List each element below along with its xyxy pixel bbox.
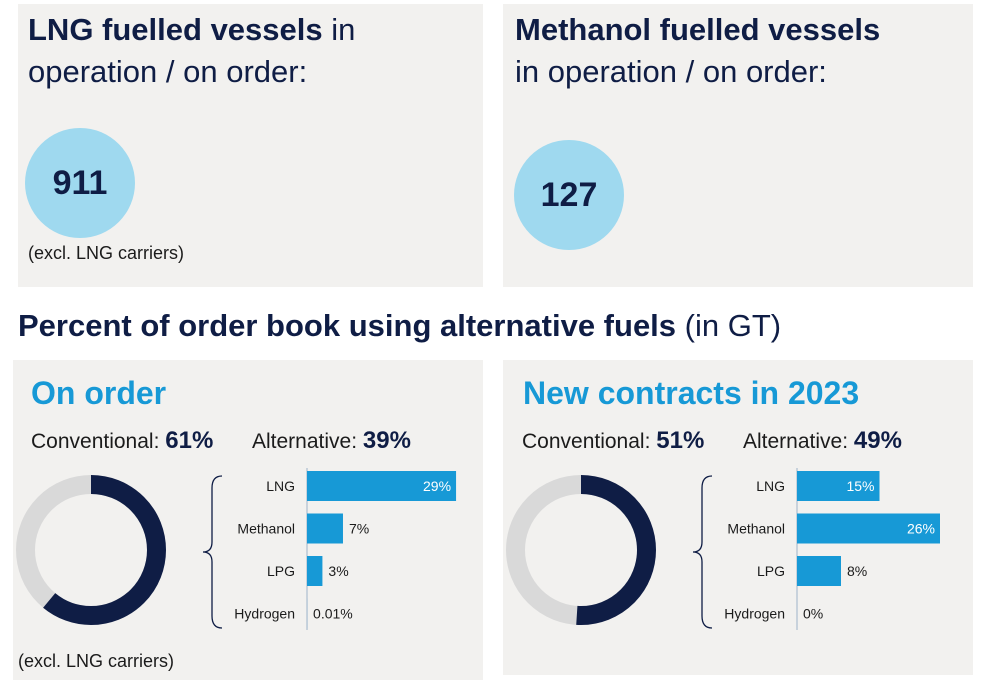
new-contracts-alternative-label: Alternative:: [743, 430, 849, 453]
new-contracts-conventional-value: 51%: [656, 427, 705, 454]
new-contracts-category-label: LPG: [757, 563, 785, 579]
new-contracts-bar: [797, 513, 940, 544]
lng-count-bubble: 911: [25, 128, 135, 238]
on-order-conventional: Conventional: 61%: [31, 427, 213, 455]
on-order-bar: [307, 556, 323, 586]
new-contracts-conventional: Conventional: 51%: [522, 427, 704, 455]
section-title: Percent of order book using alternative …: [18, 305, 781, 347]
new-contracts-conventional-label: Conventional:: [522, 430, 651, 453]
on-order-value-label: 7%: [349, 521, 369, 537]
new-contracts-bar: [797, 556, 841, 586]
on-order-panel: [13, 360, 483, 680]
on-order-value-label: 0.01%: [313, 606, 353, 622]
new-contracts-category-label: Hydrogen: [724, 606, 785, 622]
on-order-chart: LNG 29% Methanol 7% LPG 3% Hydrogen 0.01%: [16, 468, 457, 630]
on-order-brace: [202, 475, 223, 629]
new-contracts-value-label: 8%: [847, 563, 867, 579]
lng-headline: LNG fuelled vessels in operation / on or…: [28, 9, 355, 93]
lng-headline-rest-1: in: [322, 12, 356, 47]
lng-note: (excl. LNG carriers): [28, 243, 185, 263]
section-title-rest: (in GT): [676, 308, 782, 343]
new-contracts-title: New contracts in 2023: [523, 375, 860, 411]
on-order-category-label: LNG: [266, 478, 295, 494]
methanol-headline-rest: in operation / on order:: [515, 54, 827, 89]
on-order-value-label: 3%: [328, 563, 348, 579]
on-order-title: On order: [31, 375, 167, 411]
on-order-bar: [307, 513, 343, 544]
on-order-alternative-label: Alternative:: [252, 430, 358, 453]
on-order-alternative-value: 39%: [362, 427, 411, 454]
new-contracts-brace: [692, 475, 713, 629]
new-contracts-chart: LNG 15% Methanol 26% LPG 8% Hydrogen 0%: [506, 468, 940, 630]
new-contracts-value-label: 26%: [907, 521, 935, 537]
new-contracts-bar: [797, 471, 880, 501]
on-order-category-label: LPG: [267, 563, 295, 579]
new-contracts-value-label: 15%: [846, 478, 874, 494]
new-contracts-value-label: 0%: [803, 606, 823, 622]
on-order-value-label: 29%: [423, 478, 451, 494]
new-contracts-alternative-value: 49%: [853, 427, 902, 454]
new-contracts-category-label: Methanol: [727, 521, 785, 537]
lng-headline-rest-2: operation / on order:: [28, 54, 308, 89]
methanol-headline: Methanol fuelled vessels in operation / …: [515, 9, 880, 93]
section-title-bold: Percent of order book using alternative …: [18, 308, 677, 343]
on-order-conventional-label: Conventional:: [31, 430, 160, 453]
on-order-conventional-value: 61%: [165, 427, 214, 454]
on-order-category-label: Hydrogen: [234, 606, 295, 622]
on-order-note: (excl. LNG carriers): [18, 651, 175, 671]
methanol-headline-bold: Methanol fuelled vessels: [515, 12, 881, 47]
new-contracts-category-label: LNG: [756, 478, 785, 494]
on-order-category-label: Methanol: [237, 521, 295, 537]
new-contracts-donut-alternative-segment: [506, 475, 656, 625]
on-order-bar: [307, 471, 457, 501]
on-order-donut-alternative-segment: [16, 475, 166, 625]
new-contracts-alternative: Alternative: 49%: [743, 427, 902, 455]
lng-headline-bold: LNG fuelled vessels: [28, 12, 323, 47]
methanol-count-bubble: 127: [514, 140, 624, 250]
on-order-alternative: Alternative: 39%: [252, 427, 411, 455]
